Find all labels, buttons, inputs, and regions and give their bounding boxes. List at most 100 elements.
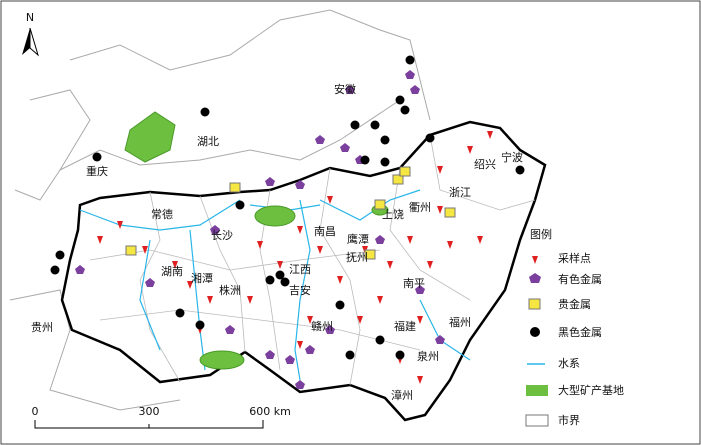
place-label: 南平 — [403, 277, 425, 290]
nonferrous-metal — [265, 350, 275, 359]
legend-label: 大型矿产基地 — [558, 383, 624, 397]
nonferrous-metal — [295, 180, 305, 189]
rivers — [79, 189, 471, 381]
place-label: 常德 — [151, 207, 173, 221]
place-label: 湖北 — [197, 135, 219, 148]
precious-metal — [364, 249, 376, 260]
scale-label: 300 — [139, 405, 160, 418]
ferrous-metal — [400, 105, 410, 115]
sample-point — [377, 296, 383, 304]
north-label: N — [26, 11, 34, 24]
sample-point — [447, 241, 453, 249]
place-label: 湖南 — [161, 265, 183, 278]
nonferrous-metal — [210, 225, 220, 234]
place-label: 泉州 — [417, 349, 439, 363]
legend-label: 水系 — [558, 357, 580, 370]
ferrous-metal — [335, 300, 345, 310]
nonferrous-metal — [315, 135, 325, 144]
legend-swatch — [528, 298, 541, 310]
sample-point — [247, 296, 253, 304]
place-label: 重庆 — [86, 164, 108, 178]
sample-point — [487, 131, 493, 139]
sample-point — [172, 261, 178, 269]
nonferrous-metal — [295, 380, 305, 389]
sample-point — [417, 376, 423, 384]
place-label: 福建 — [394, 319, 416, 333]
ferrous-metal — [345, 350, 355, 360]
nonferrous-metal — [405, 70, 415, 79]
place-label: 赣州 — [311, 319, 333, 333]
nonferrous-metal — [305, 345, 315, 354]
sample-point — [277, 261, 283, 269]
legend-label: 有色金属 — [558, 272, 602, 286]
place-label: 吉安 — [289, 283, 311, 297]
sample-point — [437, 166, 443, 174]
place-label: 湘潭 — [191, 271, 213, 285]
ferrous-metal — [380, 157, 390, 167]
ferrous-metal — [515, 165, 525, 175]
ferrous-metal — [380, 135, 390, 145]
nonferrous-metal — [225, 325, 235, 334]
ferrous-metal — [50, 265, 60, 275]
legend-swatch — [526, 385, 548, 396]
place-label: 衢州 — [409, 201, 431, 214]
north-arrow: N — [22, 11, 39, 57]
scale-label: 0 — [32, 405, 39, 418]
sample-point — [257, 241, 263, 249]
ferrous-metal — [55, 250, 65, 260]
nonferrous-metal — [410, 85, 420, 94]
mining-bases — [124, 111, 389, 370]
ferrous-metal — [425, 133, 435, 143]
precious-metal — [125, 245, 137, 256]
city-boundaries — [89, 134, 536, 386]
sample-point — [437, 206, 443, 214]
place-label: 江西 — [289, 263, 311, 276]
legend-swatch — [529, 273, 541, 283]
nonferrous-metal — [435, 335, 445, 344]
place-label: 上饶 — [382, 208, 404, 221]
place-label: 株洲 — [219, 283, 241, 297]
legend-label: 黑色金属 — [558, 325, 602, 339]
nonferrous-metal — [285, 355, 295, 364]
precious-metal — [444, 207, 456, 218]
place-label: 漳州 — [391, 388, 413, 402]
province-boundaries — [9, 9, 431, 411]
place-label: 贵州 — [31, 321, 53, 334]
ferrous-metal — [175, 308, 185, 318]
place-label: 南昌 — [314, 225, 336, 238]
ferrous-metal — [370, 120, 380, 130]
ferrous-metal — [405, 55, 415, 65]
sample-point — [427, 261, 433, 269]
precious-metal — [229, 182, 241, 193]
ferrous-metal — [395, 95, 405, 105]
study-area — [60, 120, 547, 422]
place-label: 长沙 — [211, 229, 233, 242]
precious-metal — [392, 174, 404, 185]
place-label: 抚州 — [346, 250, 368, 264]
sample-point — [357, 316, 363, 324]
nonferrous-metal — [145, 278, 155, 287]
ferrous-metal — [200, 107, 210, 117]
ferrous-metal — [265, 275, 275, 285]
sample-point — [307, 316, 313, 324]
sample-point — [297, 226, 303, 234]
sample-point — [337, 276, 343, 284]
ferrous-metal — [92, 152, 102, 162]
sample-point — [477, 236, 483, 244]
nonferrous-metal — [415, 285, 425, 294]
place-label: 安徽 — [334, 82, 356, 96]
place-label: 鹰潭 — [347, 232, 369, 246]
precious-metal — [374, 199, 386, 210]
sample-point — [187, 281, 193, 289]
scale-label: 600 km — [249, 405, 291, 418]
place-label: 宁波 — [501, 150, 523, 164]
sample-point — [117, 221, 123, 229]
nonferrous-metal — [75, 265, 85, 274]
legend-swatch — [530, 327, 540, 337]
ferrous-metal — [395, 350, 405, 360]
nonferrous-metal — [340, 143, 350, 152]
sample-point — [142, 246, 148, 254]
scale-bar: 0 300 600 km — [32, 405, 291, 429]
